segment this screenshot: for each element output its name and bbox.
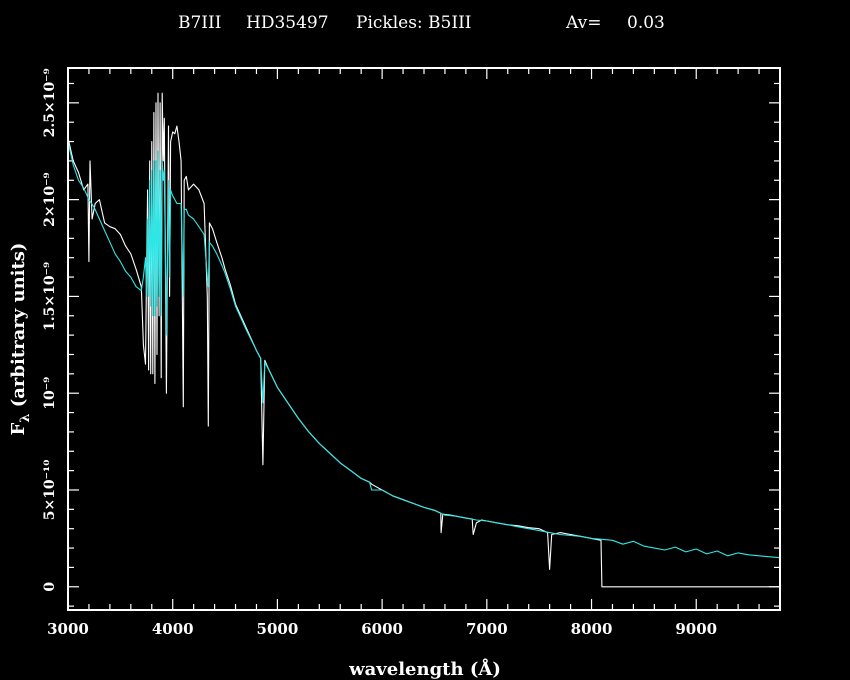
plot-frame [67,67,781,611]
y-tick-label: 2×10⁻⁹ [42,172,58,226]
x-tick-label: 8000 [571,620,613,638]
x-tick-label: 4000 [152,620,194,638]
series-line-template [67,141,781,559]
y-axis-label-sub: λ [18,414,33,423]
x-tick-label: 6000 [361,620,403,638]
x-tick-label: 9000 [675,620,717,638]
x-axis-label: wavelength (Å) [348,657,501,680]
x-tick-label: 3000 [47,620,89,638]
y-axis-label-rest: (arbitrary units) [8,243,29,414]
y-axis-label: Fλ (arbitrary units) [8,243,33,436]
chart-title-av-value: 0.03 [627,13,665,33]
y-tick-label: 0 [42,582,58,592]
y-tick-label: 1.5×10⁻⁹ [42,262,58,331]
chart-title-star: HD35497 [246,13,329,33]
chart-title-object: B7III [178,13,221,33]
x-tick-label: 7000 [466,620,508,638]
x-tick-label: 5000 [257,620,299,638]
series-group [67,92,781,588]
y-tick-label: 5×10⁻¹⁰ [42,460,58,521]
chart-title-template: Pickles: B5III [356,13,472,33]
y-tick-label: 10⁻⁹ [42,377,58,410]
chart-title-av-label: Av= [565,13,601,33]
tick-labels: 3000 4000 5000 6000 7000 8000 9000 0 5×10⁻¹⁰ 10⁻⁹… [42,68,717,638]
y-tick-label: 2.5×10⁻⁹ [42,68,58,137]
y-axis-label-main: F [8,422,29,435]
